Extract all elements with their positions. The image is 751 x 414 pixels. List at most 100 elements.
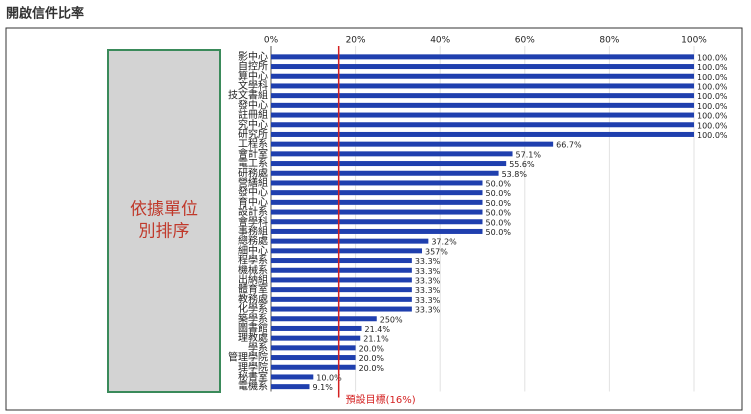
- bar: [271, 306, 412, 312]
- bar: [271, 267, 412, 273]
- bar: [271, 296, 412, 302]
- value-label: 9.1%: [312, 383, 333, 392]
- value-label: 50.0%: [486, 189, 512, 198]
- y-tick-label: 教務處: [238, 292, 268, 305]
- y-tick-label: 築學系: [238, 312, 268, 325]
- value-label: 21.4%: [365, 325, 391, 334]
- y-tick-label: 秘書室: [238, 370, 268, 383]
- target-label: 預設目標(16%): [346, 393, 416, 406]
- y-tick-label: 營繕組: [238, 176, 268, 189]
- bar: [271, 64, 694, 70]
- bar: [271, 54, 694, 60]
- bar: [271, 131, 694, 137]
- bar: [271, 219, 483, 225]
- bar: [271, 73, 694, 79]
- bar: [271, 277, 412, 283]
- bar: [271, 190, 483, 196]
- value-label: 33.3%: [415, 257, 441, 266]
- value-label: 100.0%: [697, 102, 728, 111]
- bar: [271, 335, 361, 341]
- value-label: 250%: [380, 315, 403, 324]
- value-label: 50.0%: [486, 179, 512, 188]
- y-tick-label: 圖書館: [238, 321, 268, 334]
- x-tick-label: 0%: [264, 36, 279, 46]
- value-label: 33.3%: [415, 306, 441, 315]
- y-tick-label: 學系: [248, 341, 268, 354]
- value-label: 33.3%: [415, 286, 441, 295]
- x-tick-label: 100%: [681, 36, 707, 46]
- y-tick-label: 設計系: [238, 205, 268, 218]
- value-label: 20.0%: [359, 354, 385, 363]
- bar: [271, 355, 356, 361]
- value-label: 50.0%: [486, 209, 512, 218]
- y-tick-label: 影中心: [238, 50, 268, 63]
- side-box: [107, 49, 221, 393]
- bar: [271, 316, 377, 322]
- y-tick-label: 育中心: [238, 195, 268, 208]
- side-note: 別排序: [139, 222, 190, 242]
- y-tick-label: 事務組: [238, 224, 268, 237]
- y-tick-label: 自控所: [238, 60, 268, 73]
- value-label: 50.0%: [486, 228, 512, 237]
- value-label: 100.0%: [697, 63, 728, 72]
- y-tick-label: 工程系: [238, 138, 268, 150]
- bar: [271, 238, 429, 244]
- y-tick-label: 出納組: [238, 273, 268, 286]
- bar: [271, 287, 412, 293]
- bar: [271, 112, 694, 118]
- y-tick-label: 註冊組: [238, 108, 268, 121]
- y-tick-label: 總務處: [238, 234, 268, 247]
- bar: [271, 161, 507, 167]
- value-label: 357%: [425, 247, 448, 256]
- value-label: 100.0%: [697, 92, 728, 101]
- bar: [271, 151, 513, 157]
- value-label: 21.1%: [363, 335, 389, 344]
- y-tick-label: 文學科: [238, 79, 268, 92]
- bar: [271, 364, 356, 370]
- y-tick-label: 理學院: [238, 360, 268, 373]
- bar: [271, 228, 483, 234]
- value-label: 33.3%: [415, 267, 441, 276]
- value-label: 33.3%: [415, 276, 441, 285]
- bar: [271, 83, 694, 89]
- bar: [271, 102, 694, 108]
- bar: [271, 141, 554, 147]
- bar: [271, 258, 412, 264]
- y-tick-label: 化學系: [238, 302, 268, 315]
- value-label: 100.0%: [697, 82, 728, 91]
- value-label: 50.0%: [486, 218, 512, 227]
- bar: [271, 248, 423, 254]
- bar: [271, 180, 483, 186]
- frame: [5, 27, 743, 411]
- y-tick-label: 研務處: [238, 166, 268, 179]
- value-label: 100.0%: [697, 131, 728, 140]
- y-tick-label: 電工系: [238, 158, 268, 170]
- y-tick-label: 機械系: [238, 263, 268, 276]
- y-tick-label: 程學系: [238, 254, 268, 267]
- value-label: 10.0%: [316, 373, 342, 382]
- x-tick-label: 20%: [346, 36, 366, 46]
- x-tick-label: 40%: [430, 36, 450, 46]
- y-tick-label: 算中心: [238, 69, 268, 82]
- x-tick-label: 80%: [599, 36, 619, 46]
- bar: [271, 374, 314, 380]
- value-label: 20.0%: [359, 344, 385, 353]
- y-tick-label: 會計室: [238, 147, 268, 160]
- value-label: 57.1%: [516, 150, 542, 159]
- y-tick-label: 電機系: [238, 380, 268, 393]
- bar: [271, 122, 694, 128]
- y-tick-label: 發中心: [238, 98, 268, 111]
- value-label: 66.7%: [556, 141, 582, 150]
- bar: [271, 384, 310, 390]
- value-label: 100.0%: [697, 121, 728, 130]
- y-tick-label: 管理學院: [228, 351, 268, 364]
- value-label: 53.8%: [502, 170, 528, 179]
- bar: [271, 93, 694, 99]
- side-note: 依據單位: [130, 200, 198, 220]
- y-tick-label: 技文書組: [228, 89, 268, 102]
- value-label: 100.0%: [697, 53, 728, 62]
- y-tick-label: 體育室: [238, 283, 268, 296]
- y-tick-label: 細中心: [238, 244, 268, 257]
- y-tick-label: 會學科: [238, 215, 268, 228]
